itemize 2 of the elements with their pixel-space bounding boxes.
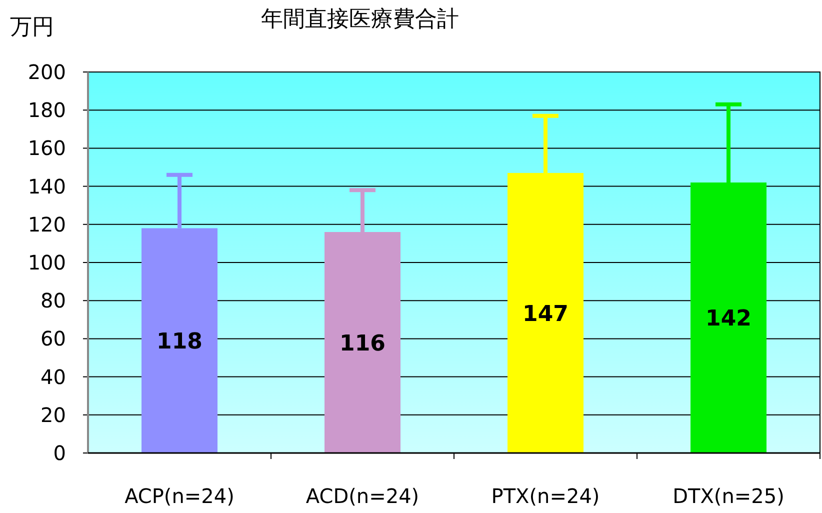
title: 年間直接医療費合計 xyxy=(261,7,459,32)
ylabel: 万円 xyxy=(10,15,54,40)
